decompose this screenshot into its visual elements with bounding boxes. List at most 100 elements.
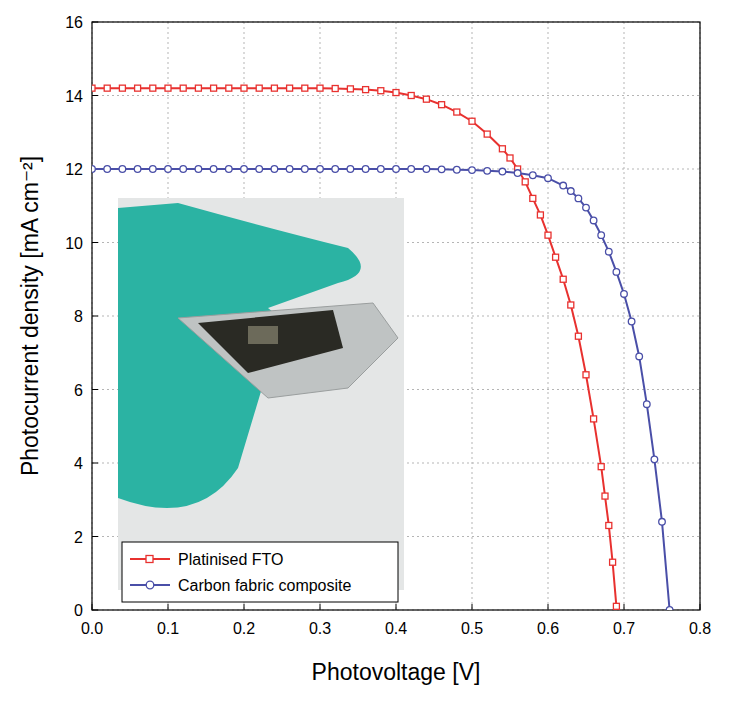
tick-label: 0.2	[233, 620, 255, 637]
data-point	[378, 166, 385, 173]
tick-label: 0.6	[537, 620, 559, 637]
tick-label: 0.8	[689, 620, 711, 637]
data-point	[271, 85, 277, 91]
x-axis-title: Photovoltage [V]	[312, 659, 481, 685]
tick-label: 16	[65, 14, 83, 31]
data-point	[256, 85, 262, 91]
data-point	[393, 90, 399, 96]
legend-marker	[146, 556, 153, 563]
tick-mark	[168, 604, 169, 610]
data-point	[241, 166, 248, 173]
tick-label: 0.3	[309, 620, 331, 637]
data-point	[150, 166, 157, 173]
data-point	[613, 269, 620, 276]
data-point	[302, 85, 308, 91]
tick-label: 0.1	[157, 620, 179, 637]
legend-box	[122, 542, 398, 602]
data-point	[454, 166, 461, 173]
data-point	[514, 170, 521, 177]
data-point	[408, 166, 415, 173]
data-point	[378, 88, 384, 94]
data-point	[591, 416, 597, 422]
data-point	[613, 603, 619, 609]
data-point	[454, 109, 460, 115]
data-point	[135, 85, 141, 91]
tick-mark	[92, 463, 98, 464]
plot-frame	[92, 22, 700, 610]
tick-label: 4	[74, 455, 83, 472]
data-point	[560, 182, 567, 189]
data-point	[568, 188, 575, 195]
data-point	[180, 166, 187, 173]
data-point	[286, 166, 293, 173]
series-line	[92, 88, 616, 606]
legend-marker	[146, 581, 154, 589]
data-point	[362, 166, 369, 173]
data-point	[598, 232, 605, 239]
data-point	[484, 131, 490, 137]
data-point	[621, 291, 628, 298]
data-point	[545, 232, 551, 238]
tick-label: 14	[65, 88, 83, 105]
tick-label: 0.7	[613, 620, 635, 637]
legend: Platinised FTOCarbon fabric composite	[122, 542, 398, 602]
data-point	[271, 166, 278, 173]
data-point	[666, 607, 673, 610]
data-point	[165, 85, 171, 91]
data-point	[439, 102, 445, 108]
data-point	[583, 204, 590, 211]
tick-label: 2	[74, 529, 83, 546]
data-point	[484, 168, 491, 175]
tick-mark	[396, 604, 397, 610]
tick-mark	[320, 604, 321, 610]
data-point	[423, 166, 430, 173]
tick-label: 8	[74, 308, 83, 325]
data-point	[347, 86, 353, 92]
data-point	[598, 464, 604, 470]
tick-mark	[92, 242, 98, 243]
data-point	[332, 166, 339, 173]
data-point	[226, 85, 232, 91]
data-point	[119, 166, 126, 173]
data-point	[92, 85, 95, 91]
series-line	[92, 169, 670, 610]
data-point	[287, 85, 293, 91]
data-point	[575, 195, 582, 202]
data-point	[499, 168, 506, 175]
data-point	[628, 318, 635, 325]
plot-area	[92, 85, 673, 610]
tick-mark	[92, 95, 98, 96]
y-axis-title: Photocurrent density [mA cm⁻²]	[17, 156, 43, 476]
data-point	[317, 166, 324, 173]
data-point	[241, 85, 247, 91]
tick-mark	[624, 604, 625, 610]
data-point	[507, 155, 513, 161]
data-point	[408, 93, 414, 99]
data-point	[317, 85, 323, 91]
data-point	[393, 166, 400, 173]
tick-label: 6	[74, 382, 83, 399]
data-point	[302, 166, 309, 173]
tick-label: 0	[74, 602, 83, 619]
tick-label: 0.0	[81, 620, 103, 637]
data-point	[92, 166, 95, 173]
chart: 0.00.10.20.30.40.50.60.70.80246810121416…	[0, 0, 735, 702]
data-point	[119, 85, 125, 91]
data-point	[469, 118, 475, 124]
data-point	[363, 87, 369, 93]
data-point	[499, 146, 505, 152]
tick-label: 0.5	[461, 620, 483, 637]
data-point	[165, 166, 172, 173]
data-point	[104, 85, 110, 91]
data-point	[347, 166, 354, 173]
data-point	[545, 175, 552, 182]
tick-label: 12	[65, 161, 83, 178]
tick-mark	[92, 536, 98, 537]
data-point	[537, 212, 543, 218]
tick-mark	[92, 389, 98, 390]
data-point	[104, 166, 111, 173]
tick-mark	[472, 604, 473, 610]
data-point	[568, 302, 574, 308]
data-point	[522, 179, 528, 185]
data-point	[644, 401, 651, 408]
